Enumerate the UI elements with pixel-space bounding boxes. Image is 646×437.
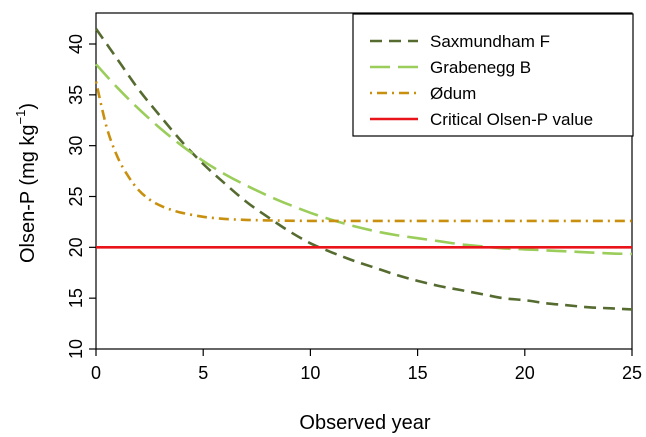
x-tick-label: 10 [300,363,320,383]
x-tick-label: 0 [91,363,101,383]
y-tick-label: 20 [66,237,86,257]
legend-label-saxmundham-f: Saxmundham F [430,32,550,51]
y-tick-label: 15 [66,288,86,308]
y-axis-title-close: ) [17,103,39,110]
plot-frame [95,12,633,350]
y-axis-title-main: Olsen-P (mg kg [17,124,39,263]
y-tick-label: 30 [66,136,86,156]
x-tick-label: 25 [622,363,642,383]
legend-label-grabenegg-b: Grabenegg B [430,58,531,77]
y-tick-label: 10 [66,339,86,359]
y-tick-label: 35 [66,85,86,105]
x-tick-label: 20 [515,363,535,383]
series-line-saxmundham-f [94,28,633,311]
legend-label-odum: Ødum [430,84,476,103]
series-line-grabenegg-b [95,63,633,256]
axes: 0 5 10 15 20 25 10 15 20 25 30 35 40 [66,12,642,383]
x-tick-label: 15 [408,363,428,383]
plot-area [94,28,633,311]
legend: Saxmundham F Grabenegg B Ødum Critical Olse… [352,13,634,137]
y-axis-title-superscript: −1 [13,110,28,125]
series-line-odum [94,81,633,223]
y-tick-label: 25 [66,186,86,206]
y-tick-label: 40 [66,34,86,54]
x-axis-title: Observed year [299,412,431,434]
legend-label-critical-olsen-p: Critical Olsen-P value [430,110,593,129]
y-axis-title: Olsen-P (mg kg−1) [13,103,39,263]
x-tick-label: 5 [198,363,208,383]
legend-box [352,13,634,137]
